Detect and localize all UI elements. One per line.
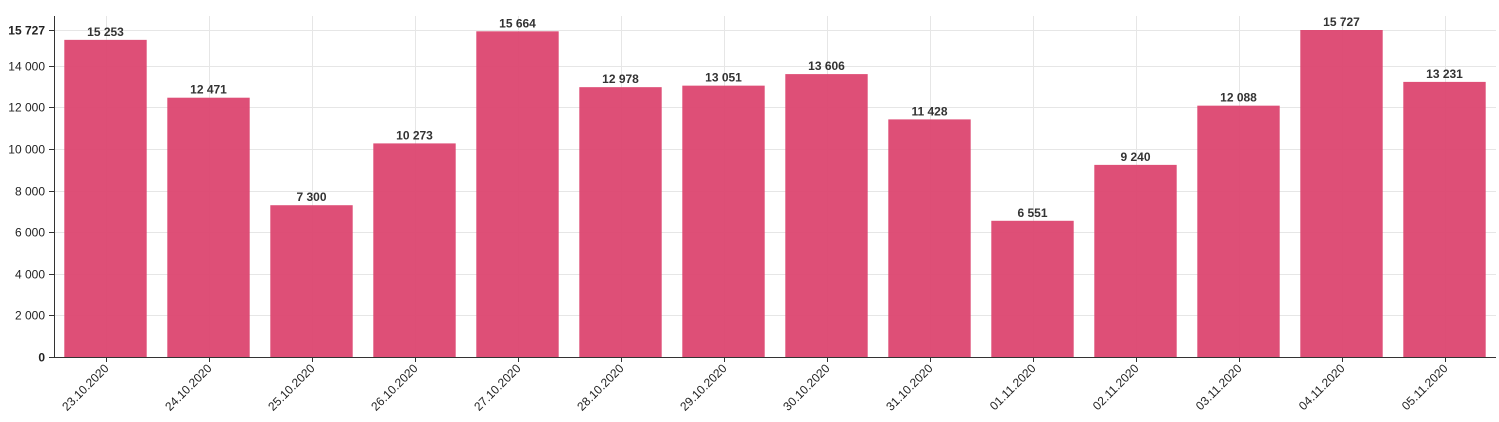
x-axis: 23.10.2020 24.10.2020 25.10.2020 26.10.2020… [54,357,1496,414]
bar-04.11.2020[interactable] [1300,30,1383,357]
x-tick-label: 04.11.2020 [1296,361,1348,413]
bar-25.10.2020[interactable] [270,205,353,357]
data-label: 11 428 [911,104,947,118]
x-tick-label: 01.11.2020 [987,361,1039,413]
y-tick-label: 10 000 [8,143,45,157]
bar-23.10.2020[interactable] [64,39,147,358]
data-label: 9 240 [1120,150,1150,164]
y-axis: 0 2 000 4 000 6 000 8 000 10 000 12 000 14 000 1… [8,16,55,365]
x-tick-label: 27.10.2020 [471,361,524,414]
x-tick-label: 26.10.2020 [368,361,421,414]
bar-05.11.2020[interactable] [1403,81,1486,358]
bars [64,30,1486,358]
data-label: 15 664 [499,16,536,30]
x-tick-label: 25.10.2020 [265,361,318,414]
y-tick-label: 14 000 [8,60,45,74]
x-tick-label: 30.10.2020 [780,361,833,414]
data-label: 15 253 [87,25,124,39]
x-tick-label: 05.11.2020 [1399,361,1451,413]
data-label: 13 051 [705,71,742,85]
bar-28.10.2020[interactable] [579,87,662,357]
x-tick-label: 23.10.2020 [59,361,112,414]
x-tick-label: 31.10.2020 [883,361,936,414]
bar-01.11.2020[interactable] [991,220,1074,357]
data-label: 6 551 [1017,206,1047,220]
x-tick-label: 29.10.2020 [677,361,730,414]
data-label: 12 978 [602,72,639,86]
bar-26.10.2020[interactable] [373,143,456,357]
y-tick-label: 4 000 [15,268,45,282]
bar-02.11.2020[interactable] [1094,164,1177,357]
y-tick-label: 8 000 [15,185,45,199]
data-label: 12 088 [1220,91,1257,105]
bar-27.10.2020[interactable] [476,31,559,358]
bar-31.10.2020[interactable] [888,119,971,358]
y-tick-label: 12 000 [8,101,45,115]
bar-24.10.2020[interactable] [167,97,250,358]
x-tick-label: 02.11.2020 [1090,361,1142,413]
x-tick-label: 24.10.2020 [162,361,215,414]
data-label: 12 471 [190,83,227,97]
x-tick-label: 03.11.2020 [1193,361,1245,413]
data-label: 15 727 [1323,15,1360,29]
y-tick-label: 2 000 [15,309,45,323]
data-labels: 15 253 12 471 7 300 10 273 15 664 12 978 13 05… [87,15,1463,220]
y-tick-label: 15 727 [8,24,45,38]
y-tick-label: 0 [38,351,45,365]
data-label: 10 273 [396,128,433,142]
data-label: 13 231 [1426,67,1463,81]
bar-03.11.2020[interactable] [1197,105,1280,358]
data-label: 7 300 [296,190,326,204]
bar-29.10.2020[interactable] [682,85,765,357]
data-label: 13 606 [808,59,845,73]
bar-30.10.2020[interactable] [785,74,868,357]
x-tick-label: 28.10.2020 [574,361,627,414]
y-tick-label: 6 000 [15,226,45,240]
